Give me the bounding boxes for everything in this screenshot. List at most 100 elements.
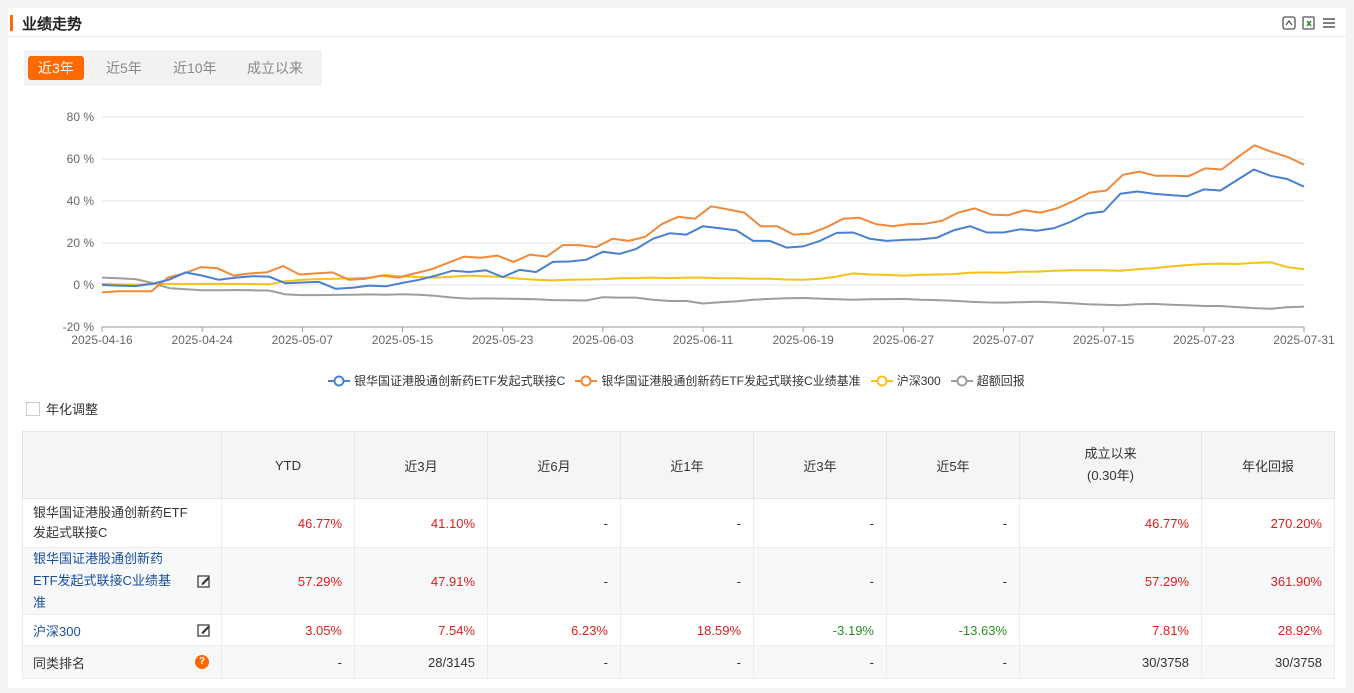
csi300-link[interactable]: 沪深300	[33, 623, 81, 639]
cell: 57.29%	[1019, 547, 1202, 615]
tab-since-inception[interactable]: 成立以来	[247, 60, 303, 76]
cell: -13.63%	[886, 614, 1020, 646]
edit-icon[interactable]	[197, 574, 211, 588]
cell: 41.10%	[354, 498, 488, 548]
series-line-csi300	[101, 261, 1305, 286]
legend-marker-fund	[328, 375, 350, 386]
x-tick-label: 2025-05-23	[472, 333, 534, 347]
table-row: 银华国证港股通创新药 ETF发起式联接C业绩基 准 57.29% 47.91% …	[22, 547, 1335, 615]
header-6m: 近6月	[487, 431, 621, 499]
section-title: 业绩走势	[22, 16, 83, 33]
cell: -	[620, 645, 754, 679]
section-header: 业绩走势	[8, 8, 1346, 37]
legend-marker-csi300	[870, 375, 893, 386]
row-name-benchmark: 银华国证港股通创新药 ETF发起式联接C业绩基 准	[22, 547, 222, 615]
legend-label-excess: 超额回报	[976, 374, 1025, 388]
cell: 46.77%	[221, 498, 355, 548]
cell: -	[886, 498, 1020, 548]
cell: 7.54%	[354, 614, 488, 646]
x-tick-label: 2025-06-03	[572, 333, 634, 347]
x-tick-label: 2025-05-07	[272, 333, 334, 347]
cell: -	[487, 547, 621, 615]
y-tick-label: 0 %	[73, 278, 94, 292]
restore-icon[interactable]	[1282, 16, 1296, 30]
y-tick-label: 60 %	[67, 152, 95, 166]
cell: 7.81%	[1019, 614, 1202, 646]
annualize-toggle[interactable]: 年化调整	[26, 399, 98, 418]
rank-label: 同类排名	[33, 655, 86, 671]
benchmark-link[interactable]: 银华国证港股通创新药 ETF发起式联接C业绩基 准	[33, 551, 171, 610]
edit-icon[interactable]	[197, 623, 211, 637]
annualize-checkbox[interactable]	[26, 401, 40, 416]
header-1y: 近1年	[620, 431, 754, 499]
header-annualized: 年化回报	[1201, 431, 1335, 499]
cell: -	[620, 498, 754, 548]
legend-item-csi300[interactable]: 沪深300	[870, 372, 941, 389]
cell: 270.20%	[1201, 498, 1335, 548]
header-3y: 近3年	[753, 431, 887, 499]
header-5y: 近5年	[886, 431, 1020, 499]
x-tick-label: 2025-06-19	[772, 333, 834, 347]
x-tick-label: 2025-04-24	[171, 333, 233, 347]
cell: 6.23%	[487, 614, 621, 646]
x-tick-label: 2025-04-16	[71, 333, 133, 347]
x-tick-label: 2025-07-31	[1273, 333, 1335, 347]
cell: -	[753, 498, 887, 548]
cell: 30/3758	[1019, 645, 1202, 679]
cell: 361.90%	[1201, 547, 1335, 615]
cell: -	[620, 547, 754, 615]
header-since-inception: 成立以来 (0.30年)	[1019, 431, 1202, 499]
x-tick-label: 2025-07-15	[1073, 333, 1135, 347]
cell: -	[886, 645, 1020, 679]
tab-3y[interactable]: 近3年	[28, 56, 84, 80]
cell: 47.91%	[354, 547, 488, 615]
period-tabs: 近3年 近5年 近10年 成立以来	[24, 50, 322, 86]
x-tick-label: 2025-07-23	[1173, 333, 1235, 347]
header-3m: 近3月	[354, 431, 488, 499]
cell: 57.29%	[221, 547, 355, 615]
legend-label-fund: 银华国证港股通创新药ETF发起式联接C	[354, 374, 566, 388]
cell: -	[487, 645, 621, 679]
cell: -	[753, 645, 887, 679]
cell: 18.59%	[620, 614, 754, 646]
legend-marker-excess	[950, 375, 973, 386]
x-tick-label: 2025-06-11	[673, 333, 734, 347]
cell: 28.92%	[1201, 614, 1335, 646]
row-name-rank: 同类排名 ?	[22, 645, 222, 679]
cell: 46.77%	[1019, 498, 1202, 548]
x-tick-label: 2025-05-15	[372, 333, 434, 347]
series-line-excess	[101, 276, 1305, 310]
header-ytd: YTD	[221, 431, 355, 499]
tab-10y[interactable]: 近10年	[173, 60, 217, 76]
tab-5y[interactable]: 近5年	[106, 60, 142, 76]
table-header-row: YTD 近3月 近6月 近1年 近3年 近5年 成立以来 (0.30年) 年化回…	[22, 431, 1335, 499]
y-tick-label: 40 %	[67, 194, 95, 208]
returns-table: YTD 近3月 近6月 近1年 近3年 近5年 成立以来 (0.30年) 年化回…	[22, 431, 1335, 679]
y-tick-label: 80 %	[67, 110, 95, 124]
legend-item-fund[interactable]: 银华国证港股通创新药ETF发起式联接C	[328, 372, 565, 389]
chart-toolbar	[1282, 16, 1336, 30]
performance-line-chart: 80 % 60 % 40 % 20 % 0 % -20 %2025-04-16 2025-0…	[63, 110, 1335, 347]
chart-legend: 银华国证港股通创新药ETF发起式联接C 银华国证港股通创新药ETF发起式联接C业…	[328, 372, 1025, 389]
menu-icon[interactable]	[1322, 16, 1336, 30]
cell: 28/3145	[354, 645, 488, 679]
help-icon[interactable]: ?	[195, 655, 209, 669]
x-tick-label: 2025-06-27	[873, 333, 935, 347]
legend-label-benchmark: 银华国证港股通创新药ETF发起式联接C业绩基准	[601, 374, 861, 388]
cell: 3.05%	[221, 614, 355, 646]
cell: -	[886, 547, 1020, 615]
cell: 30/3758	[1201, 645, 1335, 679]
table-row: 银华国证港股通创新药ETF 发起式联接C 46.77% 41.10% - - -…	[22, 498, 1335, 548]
series-line-fund	[101, 168, 1305, 290]
legend-item-excess[interactable]: 超额回报	[950, 372, 1025, 389]
row-name-csi300: 沪深300	[22, 614, 222, 646]
title-accent-bar	[10, 15, 13, 31]
cell: -3.19%	[753, 614, 887, 646]
legend-item-benchmark[interactable]: 银华国证港股通创新药ETF发起式联接C业绩基准	[575, 372, 861, 389]
legend-marker-benchmark	[575, 375, 598, 386]
cell: -	[487, 498, 621, 548]
header-name	[22, 431, 222, 499]
cell: -	[221, 645, 355, 679]
download-excel-icon[interactable]	[1302, 16, 1316, 30]
y-tick-label: 20 %	[67, 236, 95, 250]
